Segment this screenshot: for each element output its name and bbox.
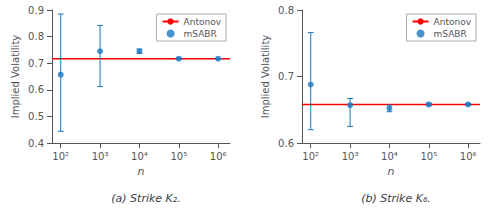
svg-text:10⁶: 10⁶ xyxy=(210,151,227,162)
svg-text:0.6: 0.6 xyxy=(278,138,294,149)
svg-text:10⁴: 10⁴ xyxy=(131,151,148,162)
svg-text:0.8: 0.8 xyxy=(278,5,294,16)
svg-text:10³: 10³ xyxy=(342,151,359,162)
svg-text:Implied Volatility: Implied Volatility xyxy=(10,35,21,119)
svg-text:10⁴: 10⁴ xyxy=(381,151,398,162)
svg-text:mSABR: mSABR xyxy=(184,29,217,39)
svg-text:0.6: 0.6 xyxy=(28,84,44,95)
svg-text:10⁶: 10⁶ xyxy=(460,151,477,162)
svg-text:Implied Volatility: Implied Volatility xyxy=(260,35,271,119)
svg-text:0.8: 0.8 xyxy=(28,31,44,42)
svg-text:10⁵: 10⁵ xyxy=(420,151,437,162)
svg-text:(a) Strike K₂.: (a) Strike K₂. xyxy=(111,192,180,205)
svg-text:n: n xyxy=(138,165,145,178)
svg-text:10²: 10² xyxy=(302,151,319,162)
svg-text:Antonov: Antonov xyxy=(184,17,222,27)
svg-text:0.5: 0.5 xyxy=(28,111,44,122)
svg-text:0.7: 0.7 xyxy=(28,58,44,69)
svg-text:0.4: 0.4 xyxy=(28,138,44,149)
svg-text:10²: 10² xyxy=(52,151,69,162)
svg-text:10³: 10³ xyxy=(92,151,109,162)
svg-text:10⁵: 10⁵ xyxy=(170,151,187,162)
svg-text:0.9: 0.9 xyxy=(28,5,44,16)
svg-text:n: n xyxy=(388,165,395,178)
svg-text:Antonov: Antonov xyxy=(434,17,472,27)
svg-text:(b) Strike K₆.: (b) Strike K₆. xyxy=(361,192,431,205)
svg-text:0.7: 0.7 xyxy=(278,71,294,82)
svg-text:mSABR: mSABR xyxy=(434,29,467,39)
